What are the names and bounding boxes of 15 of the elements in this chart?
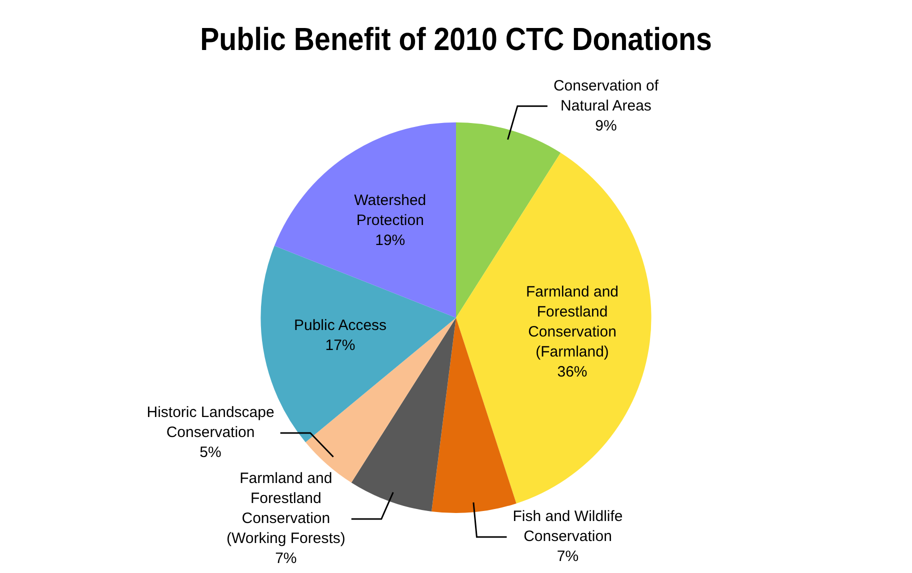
data-label: 7% (556, 548, 579, 566)
data-label: 7% (275, 550, 297, 568)
slice-label: Fish and Wildlife Conservation (512, 508, 623, 546)
data-label: 36% (557, 364, 588, 381)
slice-label: Conservation of Natural Areas (553, 77, 660, 114)
slice-label: Farmland and Forestland Conservation (Working Forests) (226, 470, 346, 548)
data-label: 19% (375, 232, 406, 249)
slice-label: Watershed Protection (354, 192, 426, 229)
data-label: 5% (200, 444, 222, 462)
chart-title: Public Benefit of 2010 CTC Donations (200, 22, 712, 58)
slice-label: Public Access (294, 317, 387, 334)
data-label: 17% (325, 337, 356, 354)
slice-label: Historic Landscape Conservation (146, 404, 274, 442)
slice-label: Farmland and Forestland Conservation (Farmland) (526, 284, 619, 361)
data-label: 9% (595, 117, 617, 134)
